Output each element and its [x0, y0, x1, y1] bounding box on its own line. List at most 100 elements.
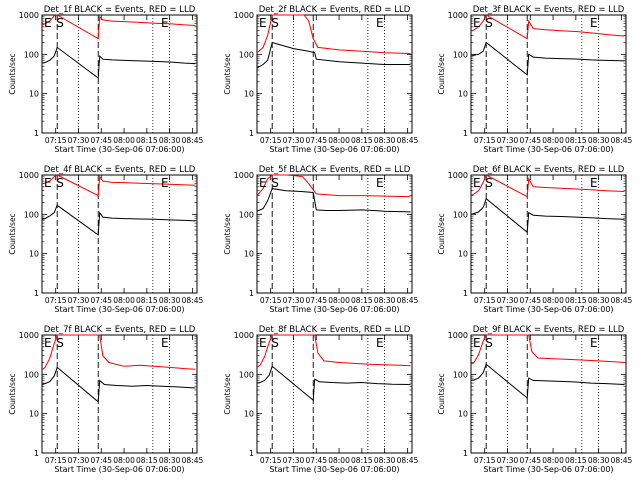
x-tick-label: 08:45: [397, 296, 419, 305]
plot-frame: [470, 174, 627, 294]
x-tick-label: 08:45: [397, 136, 419, 145]
marker-label: E: [44, 336, 52, 350]
y-tick-label: 100: [24, 210, 39, 219]
x-tick-label: 08:45: [611, 136, 633, 145]
y-axis-label: Counts/sec: [437, 53, 446, 94]
y-tick-label: 100: [453, 210, 468, 219]
x-tick-label: 08:45: [182, 456, 204, 465]
series-line-events: [470, 197, 625, 234]
y-tick-label: 1000: [234, 331, 254, 340]
x-axis-label: Start Time (30-Sep-06 07:06:00): [483, 305, 613, 314]
marker-label: E: [259, 336, 267, 350]
y-tick-label: 1: [249, 129, 254, 138]
y-tick-label: 100: [453, 370, 468, 379]
chart-title: Det_3f BLACK = Events, RED = LLD: [473, 5, 625, 15]
plot-frame: [256, 174, 413, 294]
x-tick-label: 07:30: [283, 296, 305, 305]
x-tick-label: 08:15: [136, 456, 158, 465]
chart-title: Det_5f BLACK = Events, RED = LLD: [259, 165, 411, 175]
marker-label: S: [56, 176, 64, 190]
x-tick-label: 08:00: [113, 296, 135, 305]
x-tick-label: 08:15: [351, 296, 373, 305]
series-line-lld: [41, 174, 196, 197]
chart-panel-7: Det_7f BLACK = Events, RED = LLD 1 10 100 10…: [8, 325, 203, 474]
y-tick-label: 1: [463, 289, 468, 298]
x-tick-label: 07:45: [90, 136, 112, 145]
series-line-lld: [256, 334, 411, 368]
x-tick-label: 08:15: [351, 456, 373, 465]
plot-frame: [41, 334, 198, 454]
y-tick-label: 1000: [19, 11, 39, 20]
x-tick-label: 07:15: [474, 136, 496, 145]
y-axis-label: Counts/sec: [223, 213, 232, 254]
x-tick-label: 08:30: [159, 456, 181, 465]
y-tick-label: 10: [29, 410, 39, 419]
y-tick-label: 1000: [19, 171, 39, 180]
series-line-events: [41, 46, 196, 79]
y-tick-label: 100: [24, 50, 39, 59]
marker-label: E: [161, 336, 169, 350]
x-tick-label: 08:30: [588, 456, 610, 465]
y-tick-label: 1: [463, 449, 468, 458]
y-tick-label: 1000: [19, 331, 39, 340]
marker-label: E: [376, 16, 384, 30]
y-tick-label: 100: [24, 370, 39, 379]
y-axis-label: Counts/sec: [223, 53, 232, 94]
plot-frame: [256, 14, 413, 134]
series-line-lld: [41, 334, 196, 371]
x-axis-label: Start Time (30-Sep-06 07:06:00): [483, 465, 613, 474]
chart-title: Det_4f BLACK = Events, RED = LLD: [44, 165, 196, 175]
x-tick-label: 08:15: [136, 296, 158, 305]
x-axis-label: Start Time (30-Sep-06 07:06:00): [54, 305, 184, 314]
x-tick-label: 08:45: [611, 296, 633, 305]
series-line-events: [41, 204, 196, 236]
marker-label: S: [271, 16, 279, 30]
x-tick-label: 08:00: [328, 456, 350, 465]
x-tick-label: 08:00: [542, 296, 564, 305]
y-tick-label: 10: [244, 250, 254, 259]
y-axis-label: Counts/sec: [8, 373, 17, 414]
x-tick-label: 08:30: [588, 296, 610, 305]
y-tick-label: 1000: [448, 171, 468, 180]
chart-panel-3: Det_3f BLACK = Events, RED = LLD 1 10 100 10…: [437, 5, 632, 154]
y-tick-label: 10: [244, 90, 254, 99]
x-tick-label: 07:15: [474, 456, 496, 465]
chart-panel-2: Det_2f BLACK = Events, RED = LLD 1 10 100 10…: [223, 5, 418, 154]
plot-frame: [256, 334, 413, 454]
x-tick-label: 08:00: [113, 456, 135, 465]
x-tick-label: 07:30: [497, 296, 519, 305]
x-tick-label: 08:45: [182, 296, 204, 305]
chart-title: Det_7f BLACK = Events, RED = LLD: [44, 325, 196, 335]
x-tick-label: 07:30: [283, 136, 305, 145]
x-tick-label: 08:00: [542, 456, 564, 465]
marker-label: E: [376, 336, 384, 350]
x-tick-label: 07:45: [519, 136, 541, 145]
marker-label: S: [56, 336, 64, 350]
x-tick-label: 08:00: [542, 136, 564, 145]
x-tick-label: 07:30: [68, 456, 90, 465]
plot-frame: [41, 14, 198, 134]
marker-label: S: [271, 176, 279, 190]
chart-panel-8: Det_8f BLACK = Events, RED = LLD 1 10 100 10…: [223, 325, 418, 474]
x-axis-label: Start Time (30-Sep-06 07:06:00): [269, 305, 399, 314]
marker-label: E: [473, 176, 481, 190]
x-tick-label: 07:30: [68, 136, 90, 145]
y-axis-label: Counts/sec: [8, 53, 17, 94]
marker-label: E: [590, 176, 598, 190]
series-line-lld: [256, 174, 411, 198]
marker-label: S: [485, 16, 493, 30]
chart-title: Det_6f BLACK = Events, RED = LLD: [473, 165, 625, 175]
x-tick-label: 08:15: [136, 136, 158, 145]
x-axis-label: Start Time (30-Sep-06 07:06:00): [269, 465, 399, 474]
y-tick-label: 100: [239, 50, 254, 59]
y-tick-label: 1000: [448, 11, 468, 20]
x-tick-label: 07:15: [260, 456, 282, 465]
marker-label: E: [44, 16, 52, 30]
series-line-lld: [470, 14, 625, 40]
y-tick-label: 1: [463, 129, 468, 138]
chart-title: Det_9f BLACK = Events, RED = LLD: [473, 325, 625, 335]
y-tick-label: 10: [29, 90, 39, 99]
y-tick-label: 10: [458, 90, 468, 99]
x-tick-label: 07:15: [45, 136, 67, 145]
